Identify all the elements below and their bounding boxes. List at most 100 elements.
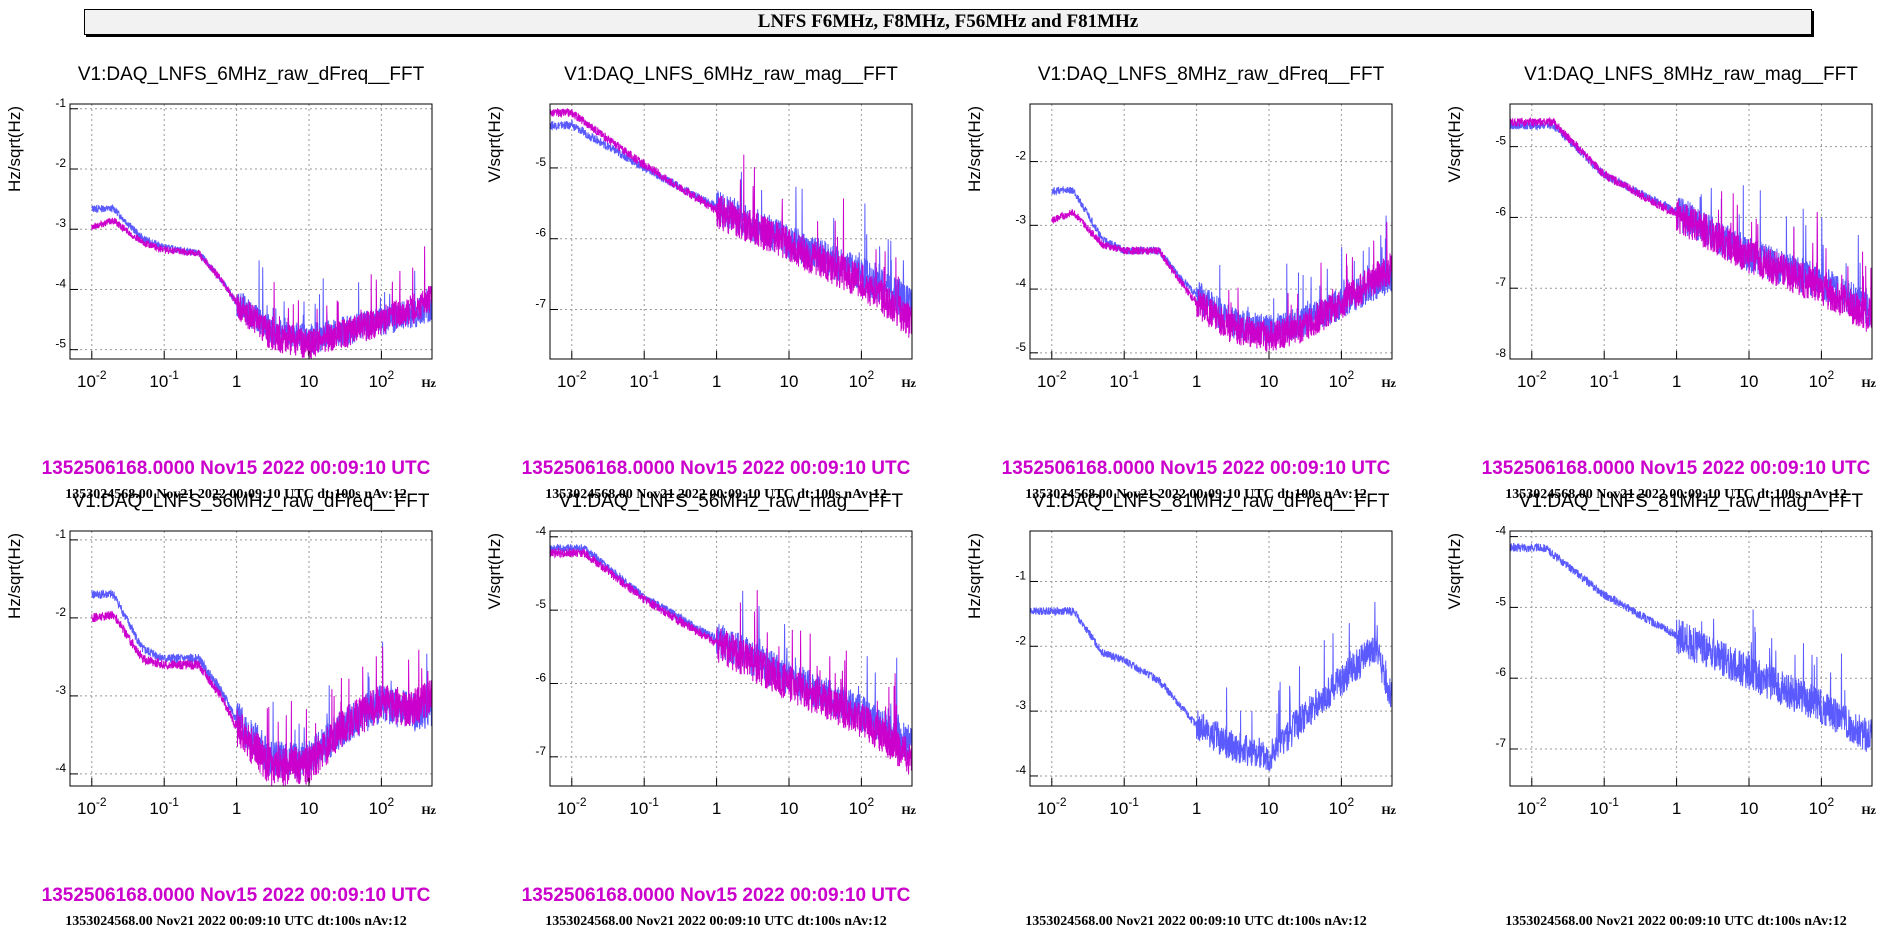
x-unit-label: Hz bbox=[421, 803, 436, 817]
y-tick-label: -6 bbox=[1495, 204, 1506, 218]
x-tick-label: 1 bbox=[1192, 372, 1201, 391]
y-tick-label: -6 bbox=[535, 670, 546, 684]
x-tick-label: 10 bbox=[1260, 799, 1279, 818]
plot-svg: V1:DAQ_LNFS_81MHz_raw_mag__FFT V/sqrt(Hz)… bbox=[1445, 491, 1877, 818]
x-tick-label: 10 bbox=[1740, 372, 1759, 391]
y-tick-label: -6 bbox=[535, 226, 546, 240]
y-tick-label: -3 bbox=[55, 216, 66, 230]
x-tick-label: 102 bbox=[1809, 795, 1835, 818]
y-tick-label: -4 bbox=[55, 276, 66, 290]
x-tick-label: 10-2 bbox=[557, 368, 587, 391]
x-unit-label: Hz bbox=[1381, 803, 1396, 817]
plot-frame bbox=[549, 103, 913, 360]
series-line bbox=[1510, 116, 1872, 332]
x-tick-label: 1 bbox=[1192, 799, 1201, 818]
plot-frame bbox=[69, 530, 433, 787]
y-tick-label: -2 bbox=[1015, 149, 1026, 163]
y-tick-label: -3 bbox=[55, 683, 66, 697]
plot-frame bbox=[1509, 530, 1873, 787]
y-tick-label: -1 bbox=[55, 96, 66, 110]
x-tick-label: 10 bbox=[300, 799, 319, 818]
plot-svg: V1:DAQ_LNFS_56MHz_raw_dFreq__FFT Hz/sqrt(… bbox=[5, 491, 437, 818]
grid bbox=[550, 531, 912, 786]
x-unit-label: Hz bbox=[1861, 376, 1876, 390]
x-unit-label: Hz bbox=[1861, 803, 1876, 817]
x-tick-label: 10-1 bbox=[149, 795, 179, 818]
x-tick-label: 10-1 bbox=[629, 795, 659, 818]
y-tick-label: -8 bbox=[1495, 346, 1506, 360]
y-tick-label: -2 bbox=[1015, 633, 1026, 647]
timestamp-current: 1352506168.0000 Nov15 2022 00:09:10 UTC bbox=[1481, 458, 1871, 479]
series-line bbox=[1030, 601, 1392, 772]
y-tick-label: -5 bbox=[55, 337, 66, 351]
y-tick-label: -5 bbox=[535, 597, 546, 611]
series-line bbox=[91, 217, 432, 359]
plot-title: V1:DAQ_LNFS_81MHz_raw_mag__FFT bbox=[1519, 491, 1864, 512]
y-tick-label: -1 bbox=[55, 527, 66, 541]
plot-panel: V1:DAQ_LNFS_6MHz_raw_mag__FFT V/sqrt(Hz) 1… bbox=[480, 50, 952, 502]
plot-svg: V1:DAQ_LNFS_81MHz_raw_dFreq__FFT Hz/sqrt(… bbox=[965, 491, 1397, 818]
series-line bbox=[550, 547, 912, 775]
plot-frame bbox=[1029, 103, 1393, 360]
timestamp-current: 1352506168.0000 Nov15 2022 00:09:10 UTC bbox=[41, 458, 431, 479]
series-line bbox=[91, 610, 432, 786]
x-tick-label: 10-2 bbox=[557, 795, 587, 818]
plot-title: V1:DAQ_LNFS_8MHz_raw_mag__FFT bbox=[1524, 64, 1858, 85]
series-line bbox=[1510, 120, 1872, 327]
x-tick-label: 1 bbox=[1672, 372, 1681, 391]
plot-panel: V1:DAQ_LNFS_81MHz_raw_dFreq__FFT Hz/sqrt(… bbox=[960, 477, 1432, 929]
y-tick-label: -7 bbox=[535, 297, 546, 311]
y-axis-label: Hz/sqrt(Hz) bbox=[965, 106, 984, 192]
y-tick-label: -4 bbox=[55, 761, 66, 775]
timestamp-reference: 1353024568.00 Nov21 2022 00:09:10 UTC dt… bbox=[1025, 487, 1367, 502]
plot-title: V1:DAQ_LNFS_6MHz_raw_dFreq__FFT bbox=[78, 64, 425, 85]
y-tick-label: -7 bbox=[1495, 275, 1506, 289]
plot-frame bbox=[1029, 530, 1393, 787]
x-tick-label: 102 bbox=[369, 368, 395, 391]
grid bbox=[550, 104, 912, 359]
page-title: LNFS F6MHz, F8MHz, F56MHz and F81MHz bbox=[84, 9, 1812, 35]
y-axis-label: V/sqrt(Hz) bbox=[1445, 533, 1464, 610]
x-tick-label: 1 bbox=[232, 799, 241, 818]
x-tick-label: 102 bbox=[849, 368, 875, 391]
y-axis-label: V/sqrt(Hz) bbox=[485, 533, 504, 610]
plot-frame bbox=[1509, 103, 1873, 360]
plot-title: V1:DAQ_LNFS_6MHz_raw_mag__FFT bbox=[564, 64, 898, 85]
y-axis-label: Hz/sqrt(Hz) bbox=[5, 106, 24, 192]
x-tick-label: 10-1 bbox=[629, 368, 659, 391]
x-tick-label: 10 bbox=[780, 372, 799, 391]
timestamp-reference: 1353024568.00 Nov21 2022 00:09:10 UTC dt… bbox=[545, 914, 887, 929]
y-tick-label: -4 bbox=[1015, 763, 1026, 777]
timestamp-current: 1352506168.0000 Nov15 2022 00:09:10 UTC bbox=[1001, 458, 1391, 479]
x-tick-label: 1 bbox=[712, 372, 721, 391]
x-tick-label: 1 bbox=[232, 372, 241, 391]
plot-svg: V1:DAQ_LNFS_8MHz_raw_dFreq__FFT Hz/sqrt(H… bbox=[965, 64, 1397, 391]
y-tick-label: -4 bbox=[1495, 524, 1506, 538]
plot-svg: V1:DAQ_LNFS_8MHz_raw_mag__FFT V/sqrt(Hz) 1… bbox=[1445, 64, 1877, 391]
x-tick-label: 102 bbox=[1329, 795, 1355, 818]
plot-title: V1:DAQ_LNFS_8MHz_raw_dFreq__FFT bbox=[1038, 64, 1385, 85]
timestamp-reference: 1353024568.00 Nov21 2022 00:09:10 UTC dt… bbox=[1505, 914, 1847, 929]
plot-svg: V1:DAQ_LNFS_6MHz_raw_dFreq__FFT Hz/sqrt(H… bbox=[5, 64, 437, 391]
y-axis-label: Hz/sqrt(Hz) bbox=[965, 533, 984, 619]
y-tick-label: -5 bbox=[1015, 340, 1026, 354]
x-unit-label: Hz bbox=[1381, 376, 1396, 390]
y-axis-label: V/sqrt(Hz) bbox=[1445, 106, 1464, 183]
timestamp-reference: 1353024568.00 Nov21 2022 00:09:10 UTC dt… bbox=[1505, 487, 1847, 502]
x-tick-label: 10-2 bbox=[1517, 795, 1547, 818]
x-tick-label: 10-1 bbox=[1109, 368, 1139, 391]
x-tick-label: 10 bbox=[300, 372, 319, 391]
timestamp-reference: 1353024568.00 Nov21 2022 00:09:10 UTC dt… bbox=[1025, 914, 1367, 929]
x-tick-label: 1 bbox=[1672, 799, 1681, 818]
x-tick-label: 102 bbox=[1809, 368, 1835, 391]
plot-svg: V1:DAQ_LNFS_56MHz_raw_mag__FFT V/sqrt(Hz)… bbox=[485, 491, 917, 818]
plot-frame bbox=[549, 530, 913, 787]
timestamp-reference: 1353024568.00 Nov21 2022 00:09:10 UTC dt… bbox=[545, 487, 887, 502]
x-unit-label: Hz bbox=[901, 376, 916, 390]
plot-title: V1:DAQ_LNFS_81MHz_raw_dFreq__FFT bbox=[1033, 491, 1390, 512]
plot-frame bbox=[69, 103, 433, 360]
series-line bbox=[1051, 209, 1392, 352]
timestamp-current: 1352506168.0000 Nov15 2022 00:09:10 UTC bbox=[521, 458, 911, 479]
plot-panel: V1:DAQ_LNFS_8MHz_raw_dFreq__FFT Hz/sqrt(H… bbox=[960, 50, 1432, 502]
x-tick-label: 10 bbox=[1740, 799, 1759, 818]
